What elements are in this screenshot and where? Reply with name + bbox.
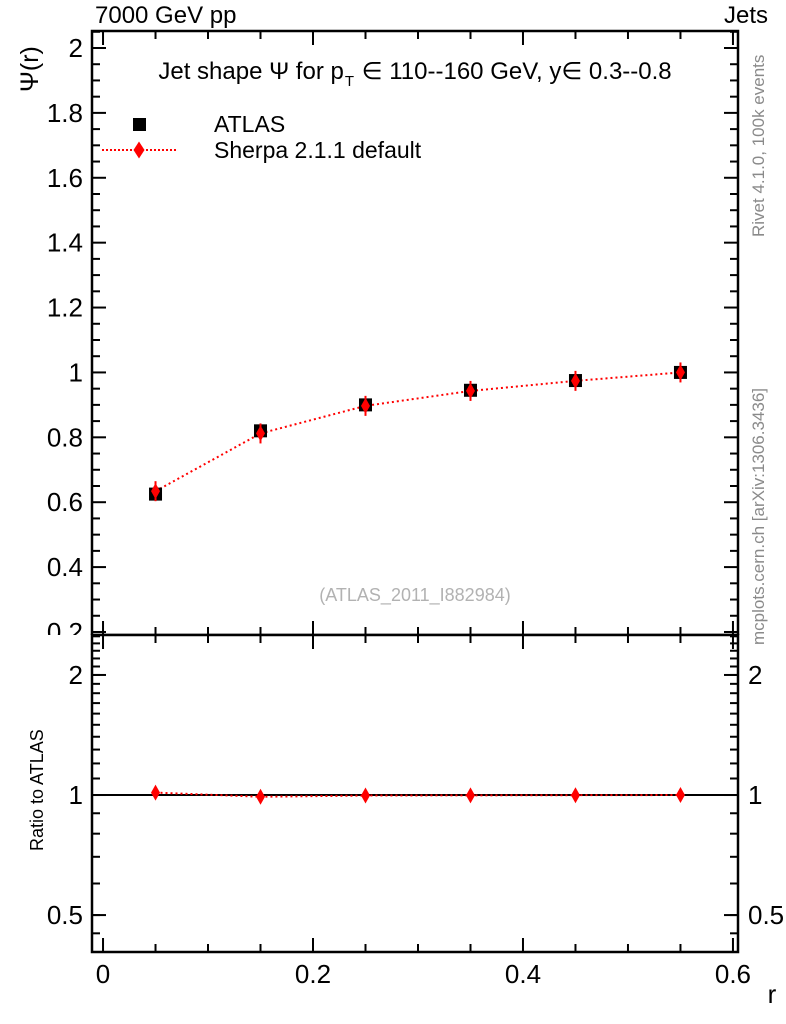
- sherpa-data-point: [675, 364, 685, 381]
- y-tick-label: 0.4: [47, 552, 83, 582]
- y-tick-label: 1.4: [47, 228, 83, 258]
- sherpa-data-point: [465, 382, 475, 399]
- y-axis-label: Ψ(r): [16, 46, 44, 92]
- x-axis-label: r: [768, 979, 777, 1009]
- sherpa-data-point: [570, 372, 580, 389]
- ratio-y-tick-label-left: 1: [69, 780, 83, 810]
- legend-item-atlas: ATLAS: [100, 111, 421, 137]
- ratio-y-tick-label-right: 2: [748, 660, 762, 690]
- ratio-y-tick-label-right: 0.5: [748, 900, 784, 930]
- legend: ATLAS Sherpa 2.1.1 default: [100, 111, 421, 163]
- ratio-y-tick-label-left: 0.5: [47, 900, 83, 930]
- ratio-y-axis-label: Ratio to ATLAS: [27, 729, 47, 851]
- plot-title-part2: ∈ 110--160 GeV, y∈ 0.3--0.8: [355, 58, 672, 85]
- legend-item-sherpa: Sherpa 2.1.1 default: [100, 137, 421, 163]
- y-tick-label: 0.8: [47, 422, 83, 452]
- ratio-panel-frame: [90, 633, 740, 954]
- sherpa-legend-marker: [100, 140, 178, 160]
- y-tick-label: 1.8: [47, 98, 83, 128]
- legend-label-sherpa: Sherpa 2.1.1 default: [214, 136, 422, 163]
- y-tick-label: 0.6: [47, 487, 83, 517]
- rivet-version-note: Rivet 4.1.0, 100k events: [749, 54, 768, 237]
- sherpa-data-point: [256, 425, 266, 442]
- mcplots-arxiv-note: mcplots.cern.ch [arXiv:1306.3436]: [749, 387, 768, 645]
- ratio-data-point: [570, 787, 580, 804]
- x-tick-label: 0.2: [295, 959, 331, 989]
- analysis-watermark: (ATLAS_2011_I882984): [319, 585, 510, 606]
- y-tick-label: 1.6: [47, 163, 83, 193]
- plot-title-part1: Jet shape Ψ for p: [158, 58, 344, 85]
- y-tick-label: 1.2: [47, 293, 83, 323]
- header-process-label: Jets: [723, 2, 768, 29]
- sherpa-data-point: [360, 397, 370, 414]
- ratio-data-point: [675, 787, 685, 804]
- y-tick-label: 2: [69, 33, 83, 63]
- x-tick-label: 0: [96, 959, 110, 989]
- atlas-square-marker-icon: [132, 117, 146, 131]
- ratio-data-point: [256, 788, 266, 805]
- x-tick-label: 0.6: [715, 959, 751, 989]
- sherpa-diamond-marker-icon: [133, 141, 145, 159]
- x-tick-label: 0.4: [505, 959, 541, 989]
- y-tick-label: 1: [69, 357, 83, 387]
- ratio-data-point: [151, 784, 161, 801]
- ratio-data-point: [465, 787, 475, 804]
- sherpa-curve: [155, 371, 681, 493]
- atlas-legend-marker: [100, 114, 178, 134]
- ratio-y-tick-label-right: 1: [748, 780, 762, 810]
- ratio-data-point: [360, 787, 370, 804]
- header-beam-label: 7000 GeV pp: [95, 2, 237, 29]
- plot-title: Jet shape Ψ for pT ∈ 110--160 GeV, y∈ 0.…: [92, 57, 738, 90]
- ratio-y-tick-label-left: 2: [69, 660, 83, 690]
- plot-title-subscript: T: [344, 73, 354, 90]
- legend-label-atlas: ATLAS: [214, 110, 286, 137]
- ratio-pad-background: [0, 635, 786, 1024]
- sherpa-data-point: [151, 483, 161, 500]
